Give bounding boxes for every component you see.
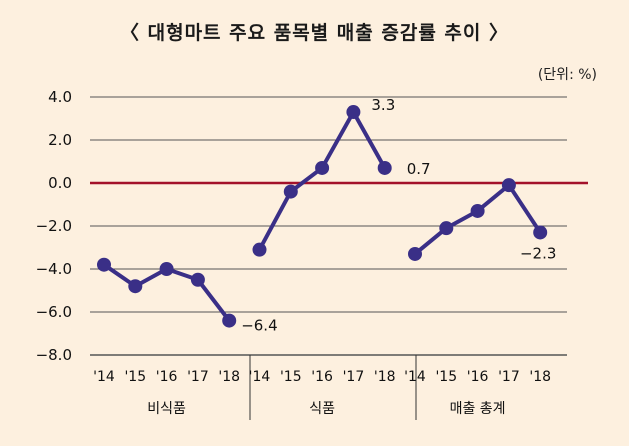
x-tick-label: '17 [498, 369, 520, 385]
x-tick-label: '17 [187, 369, 209, 385]
data-point [222, 313, 237, 328]
data-point [439, 221, 454, 236]
data-label: 3.3 [371, 96, 395, 114]
data-point [470, 203, 485, 218]
data-point [501, 178, 516, 193]
y-tick-label: −8.0 [36, 346, 72, 364]
x-tick-label: '15 [435, 369, 457, 385]
x-tick-label: '16 [311, 369, 333, 385]
x-tick-label: '14 [404, 369, 426, 385]
y-tick-label: −2.0 [36, 217, 72, 235]
y-tick-label: −4.0 [36, 260, 72, 278]
chart-title: 〈 대형마트 주요 품목별 매출 증감률 추이 〉 [120, 22, 509, 44]
x-tick-label: '14 [93, 369, 115, 385]
data-label: 0.7 [407, 160, 431, 178]
data-point [97, 257, 111, 272]
data-point [346, 105, 361, 120]
group-label: 매출 총계 [450, 401, 506, 417]
group-label: 비식품 [147, 401, 186, 417]
data-point [252, 242, 267, 257]
x-tick-label: '15 [124, 369, 146, 385]
data-point [283, 184, 298, 199]
x-tick-label: '15 [280, 369, 302, 385]
x-tick-label: '18 [529, 369, 551, 385]
group-label: 식품 [309, 401, 335, 417]
data-point [377, 160, 392, 175]
data-point [190, 272, 205, 287]
x-tick-label: '16 [156, 369, 178, 385]
y-tick-label: 0.0 [48, 174, 72, 192]
data-point [128, 279, 143, 294]
data-point [408, 246, 422, 261]
data-label: −6.4 [241, 317, 277, 335]
x-tick-label: '18 [218, 369, 240, 385]
x-tick-label: '17 [343, 369, 365, 385]
x-tick-label: '18 [374, 369, 396, 385]
y-tick-label: 4.0 [48, 88, 72, 106]
data-label: −2.3 [520, 244, 556, 262]
unit-label: (단위: %) [537, 67, 597, 83]
data-point [315, 160, 330, 175]
series-line [257, 110, 387, 251]
y-tick-label: −6.0 [36, 303, 72, 321]
x-tick-label: '16 [467, 369, 489, 385]
x-tick-label: '14 [249, 369, 271, 385]
data-point [533, 225, 548, 240]
y-tick-label: 2.0 [48, 131, 72, 149]
data-point [159, 262, 174, 276]
